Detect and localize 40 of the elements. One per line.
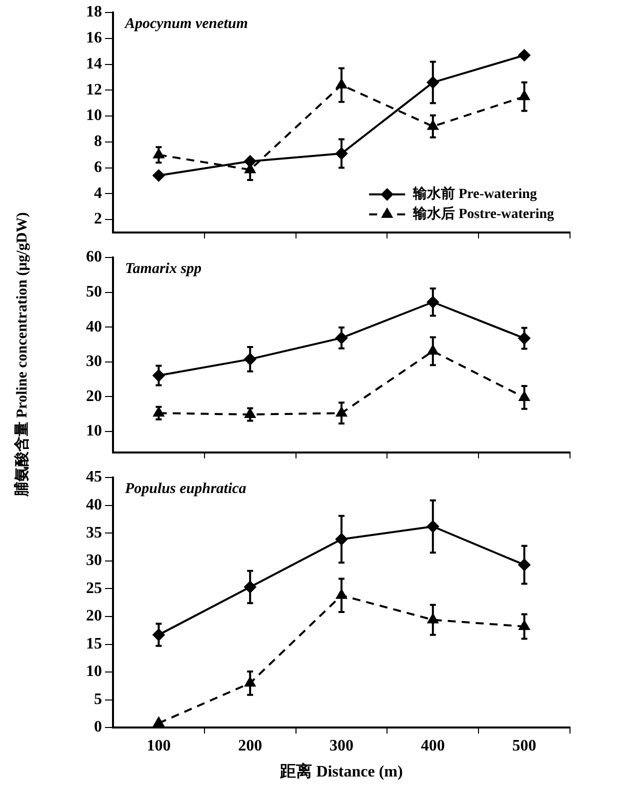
y-tick-label: 35 [86, 524, 102, 542]
y-tick-label: 5 [94, 690, 102, 708]
chart-title: Tamarix spp [125, 260, 202, 277]
y-tick-label: 15 [86, 635, 102, 652]
y-tick-label: 60 [86, 248, 102, 266]
y-tick-label: 4 [94, 184, 102, 202]
y-tick-label: 30 [86, 353, 102, 370]
x-tick-label: 100 [146, 737, 171, 754]
y-tick-label: 6 [94, 158, 102, 176]
y-tick-label: 10 [86, 107, 102, 124]
y-tick-label: 25 [86, 580, 102, 597]
point [518, 49, 530, 62]
y-tick-label: 10 [86, 663, 102, 680]
x-axis-title: 距离 Distance (m) [279, 762, 403, 781]
y-tick-label: 16 [86, 30, 102, 47]
y-tick-label: 12 [86, 81, 102, 98]
y-tick-label: 0 [94, 718, 102, 736]
y-tick-label: 40 [86, 496, 102, 514]
y-tick-label: 20 [86, 388, 102, 405]
y-axis-title: 脯氨酸含量 Proline concentration (μg/gDW) [12, 211, 32, 499]
y-tick-label: 20 [86, 608, 102, 625]
chart-title: Populus euphratica [125, 480, 247, 497]
x-tick-label: 200 [238, 737, 262, 754]
y-tick-label: 18 [86, 4, 102, 21]
x-tick-label: 400 [420, 737, 445, 754]
legend-label: 输水后 Postre-watering [412, 205, 554, 222]
point [153, 717, 164, 727]
point [152, 170, 165, 182]
y-tick-label: 8 [94, 133, 102, 150]
x-tick-label: 300 [330, 737, 354, 754]
x-tick-label: 500 [512, 737, 536, 754]
y-tick-label: 40 [86, 318, 102, 336]
y-tick-label: 45 [86, 468, 102, 486]
legend-label: 输水前 Pre-watering [412, 186, 537, 202]
y-tick-label: 14 [86, 55, 102, 72]
y-tick-label: 2 [94, 210, 102, 228]
y-tick-label: 50 [86, 284, 102, 301]
y-tick-label: 30 [86, 552, 102, 570]
y-tick-label: 10 [86, 422, 102, 440]
chart-title: Apocynum venetum [124, 16, 248, 32]
